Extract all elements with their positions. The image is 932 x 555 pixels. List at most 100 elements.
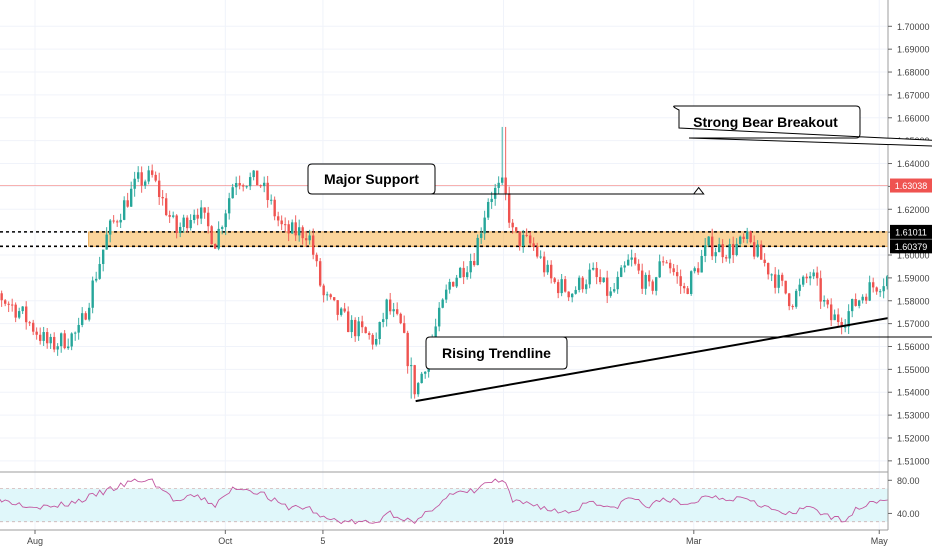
candle-down: [840, 322, 843, 327]
candle-down: [280, 220, 283, 225]
candle-down: [203, 207, 206, 213]
rsi-pane: [0, 471, 932, 531]
candle-up: [105, 234, 108, 250]
candle-down: [556, 282, 560, 294]
candle-up: [458, 267, 462, 278]
annotations[interactable]: Major Support Rising Trendline Strong Bear…: [307, 105, 932, 370]
candle-up: [574, 289, 577, 294]
rising-trendline-callout[interactable]: Rising Trendline: [425, 306, 932, 370]
candle-down: [402, 323, 406, 333]
candle-down: [266, 182, 269, 201]
candle-up: [868, 282, 871, 301]
candle-down: [605, 277, 609, 296]
candle-down: [185, 217, 189, 229]
candle-down: [304, 238, 308, 241]
candle-down: [504, 177, 507, 194]
candle-up: [94, 278, 98, 281]
price-axis-bg: [888, 0, 932, 550]
y-tick-label: 1.56000: [897, 342, 930, 352]
candle-up: [224, 213, 227, 228]
candle-up: [385, 299, 388, 320]
candle-up: [794, 290, 798, 307]
candle-down: [287, 224, 290, 234]
candle-up: [546, 264, 549, 273]
x-tick-label: Aug: [27, 536, 43, 546]
candle-up: [199, 207, 203, 219]
candle-up: [234, 183, 238, 188]
y-tick-label: 1.66000: [897, 113, 930, 123]
candle-up: [409, 365, 413, 367]
candle-up: [882, 286, 885, 292]
candle-up: [822, 299, 826, 302]
candle-up: [192, 214, 196, 221]
candle-down: [353, 319, 357, 337]
candle-up: [129, 188, 133, 207]
price-label-tag: [890, 224, 932, 239]
candle-down: [283, 224, 287, 226]
candle-up: [626, 259, 630, 266]
candle-up: [469, 260, 472, 273]
candle-down: [787, 293, 791, 307]
x-tick-label: May: [871, 536, 889, 546]
candle-up: [444, 289, 448, 300]
candle-down: [784, 280, 787, 294]
candle-down: [661, 261, 665, 263]
candle-up: [416, 383, 420, 395]
candle-down: [525, 234, 528, 236]
y-tick-label: 1.55000: [897, 365, 930, 375]
y-tick-label: 1.51000: [897, 456, 930, 466]
candle-down: [210, 226, 213, 244]
price-label-text: 1.61011: [895, 227, 927, 237]
candle-down: [581, 277, 584, 290]
y-tick-label: 1.70000: [897, 22, 930, 32]
candle-up: [143, 181, 147, 186]
strong-bear-breakout-callout-box: [673, 105, 932, 147]
candle-up: [885, 276, 889, 287]
candle-up: [654, 277, 658, 291]
candle-up: [833, 314, 836, 321]
candle-down: [749, 231, 752, 243]
candle-up: [609, 291, 612, 296]
candle-up: [441, 299, 444, 308]
candle-down: [3, 300, 7, 304]
candle-up: [616, 276, 619, 290]
candle-up: [843, 326, 847, 328]
candle-down: [259, 185, 262, 187]
major-support-callout[interactable]: Major Support: [307, 163, 705, 195]
candle-down: [112, 220, 115, 222]
candle-down: [241, 185, 245, 187]
candle-down: [721, 244, 724, 258]
candle-down: [45, 332, 49, 344]
candle-up: [588, 269, 591, 285]
candle-down: [336, 300, 339, 315]
candle-down: [598, 277, 602, 283]
candle-down: [640, 270, 644, 289]
major-support-callout-box: [307, 163, 705, 195]
candle-up: [847, 311, 850, 327]
y-tick-label: 1.60000: [897, 251, 930, 261]
strong-bear-breakout-callout[interactable]: Strong Bear Breakout: [673, 105, 932, 158]
candle-down: [567, 291, 570, 298]
candle-up: [119, 219, 122, 223]
candle-down: [791, 306, 794, 308]
rising-trendline[interactable]: [415, 188, 932, 403]
candle-up: [378, 322, 381, 339]
candle-up: [808, 276, 812, 279]
candle-up: [861, 296, 864, 301]
candle-up: [80, 313, 84, 325]
candle-up: [812, 272, 815, 277]
candle-down: [731, 244, 735, 256]
drawing-tools[interactable]: [415, 163, 932, 403]
candle-up: [101, 249, 105, 265]
candle-down: [84, 313, 87, 320]
candle-up: [700, 255, 703, 273]
candle-up: [500, 177, 504, 183]
candle-down: [462, 267, 465, 278]
candle-up: [483, 217, 486, 234]
candle-up: [602, 277, 605, 283]
candle-up: [182, 217, 185, 227]
candle-up: [745, 231, 749, 240]
y-tick-label: 1.67000: [897, 90, 930, 100]
